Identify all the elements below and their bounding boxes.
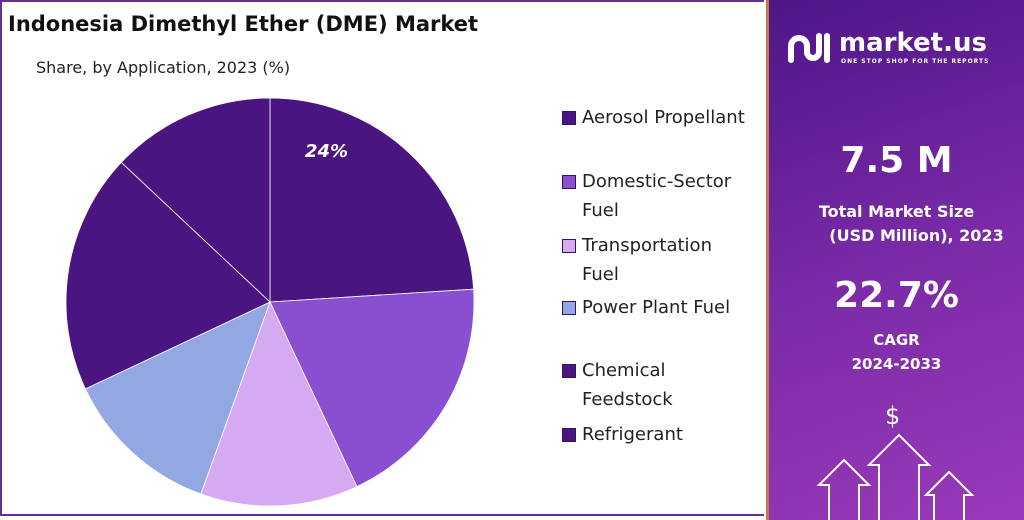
legend-item: Domestic-Sector Fuel — [562, 167, 762, 225]
legend-label-line2: Fuel — [582, 200, 619, 221]
market-us-logo: market.us ONE STOP SHOP FOR THE REPORTS — [787, 28, 1017, 65]
pie-slice-chemical-feedstock — [65, 161, 271, 390]
legend-swatch — [562, 175, 576, 189]
pie-slice-refrigerant — [120, 97, 271, 303]
data-label: 24% — [305, 141, 348, 162]
summary-panel: market.us ONE STOP SHOP FOR THE REPORTS … — [766, 0, 1024, 520]
pie-slice-aerosol-propellant — [269, 97, 475, 303]
legend-label: Transportation — [582, 235, 712, 256]
chart-title: Indonesia Dimethyl Ether (DME) Market — [8, 12, 479, 36]
market-size-value: 7.5 M — [840, 140, 953, 181]
cagr-label: CAGR 2024-2033 — [851, 331, 942, 373]
legend-label-line2: Fuel — [582, 264, 619, 285]
legend-label: Chemical — [582, 360, 666, 381]
cagr-value: 22.7% — [834, 275, 959, 316]
chart-subtitle: Share, by Application, 2023 (%) — [36, 58, 291, 77]
legend-label: Aerosol Propellant — [582, 107, 745, 128]
legend-swatch — [562, 301, 576, 315]
legend-label-line2: Feedstock — [582, 389, 673, 410]
logo-icon — [788, 33, 830, 63]
market-size-label: Total Market Size (USD Million), 2023 — [818, 202, 1004, 245]
brand-name: market.us — [839, 28, 987, 58]
pie-slice-domestic-sector-fuel — [269, 288, 475, 488]
pie-slice-transportation-fuel — [200, 300, 358, 507]
legend-item: Chemical Feedstock — [562, 356, 762, 414]
legend-swatch — [562, 111, 576, 125]
legend-swatch — [562, 428, 576, 442]
legend-label: Domestic-Sector — [582, 171, 732, 192]
chart-panel — [0, 0, 764, 516]
legend-item: Refrigerant — [562, 420, 762, 449]
dollar-icon: $ — [885, 402, 901, 430]
legend-swatch — [562, 239, 576, 253]
legend-item: Transportation Fuel — [562, 231, 762, 289]
legend-label: Power Plant Fuel — [582, 297, 731, 318]
legend-item: Power Plant Fuel — [562, 293, 762, 322]
legend-label: Refrigerant — [582, 424, 683, 445]
legend-item: Aerosol Propellant — [562, 103, 762, 132]
growth-arrows-icon — [816, 433, 975, 520]
legend-swatch — [562, 364, 576, 378]
brand-tagline: ONE STOP SHOP FOR THE REPORTS — [841, 58, 990, 65]
pie-slice-power-plant-fuel — [84, 301, 271, 495]
pie-chart: 24% — [65, 97, 475, 507]
